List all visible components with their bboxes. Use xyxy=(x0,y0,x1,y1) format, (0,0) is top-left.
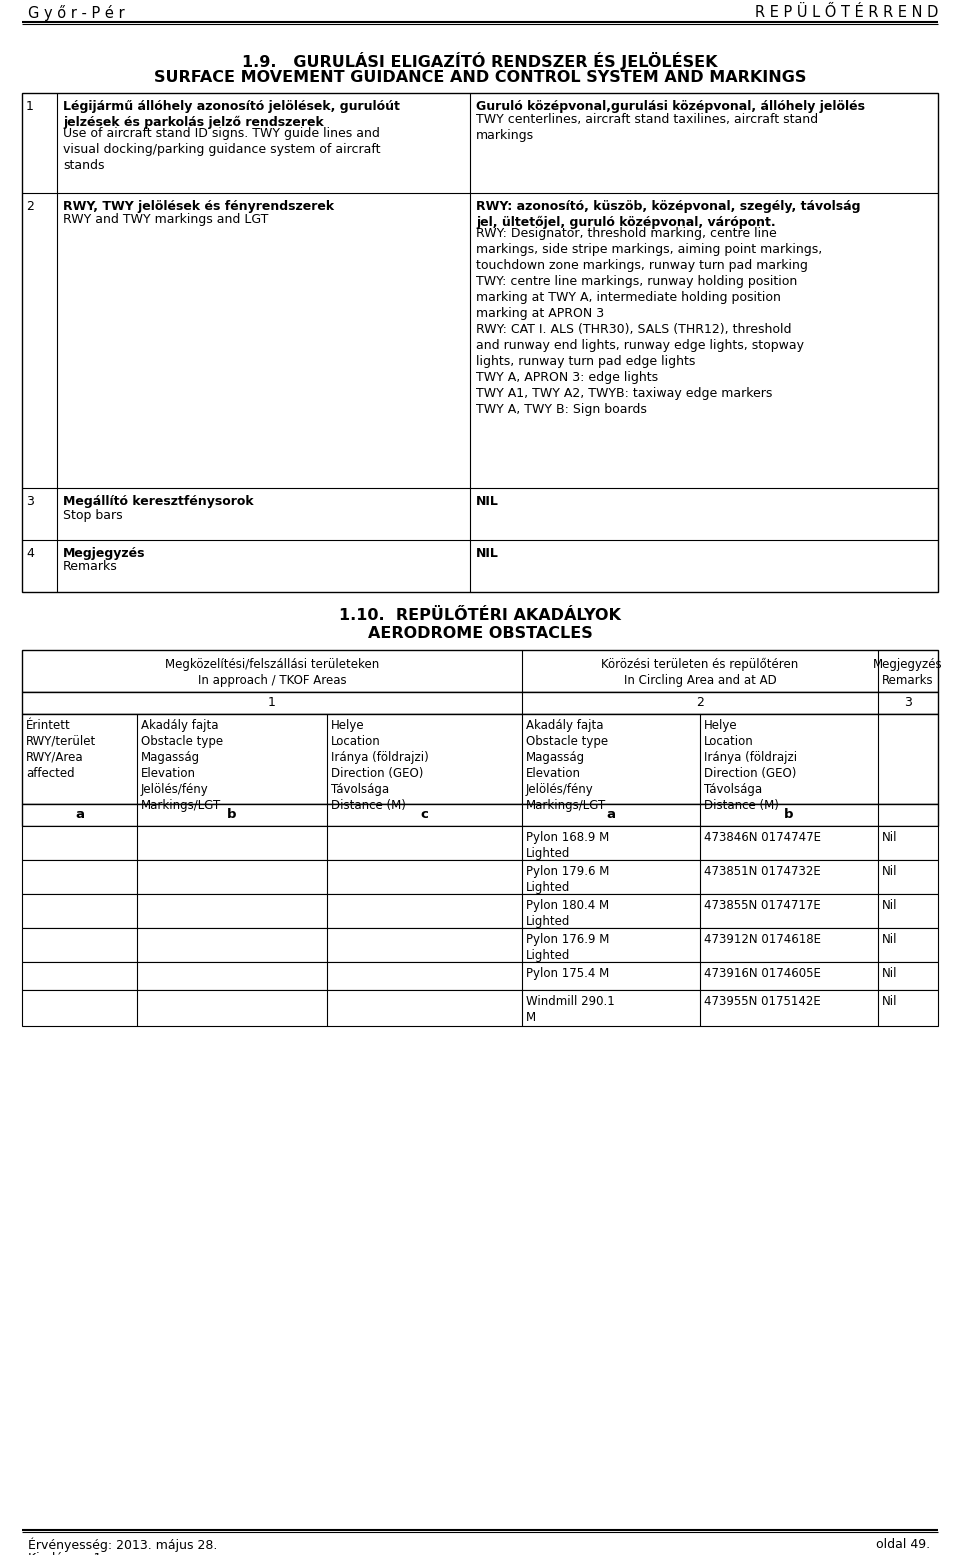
Bar xyxy=(22,804,938,826)
Text: RWY, TWY jelölések és fényrendszerek: RWY, TWY jelölések és fényrendszerek xyxy=(63,201,334,213)
Text: b: b xyxy=(228,809,237,821)
Text: 473916N 0174605E: 473916N 0174605E xyxy=(704,967,821,980)
Text: RWY: Designator, threshold marking, centre line
markings, side stripe markings, : RWY: Designator, threshold marking, cent… xyxy=(476,227,823,417)
Text: Megközelítési/felszállási területeken
In approach / TKOF Areas: Megközelítési/felszállási területeken In… xyxy=(165,658,379,687)
Text: Akadály fajta
Obstacle type
Magasság
Elevation
Jelölés/fény
Markings/LGT: Akadály fajta Obstacle type Magasság Ele… xyxy=(141,718,223,812)
Text: NIL: NIL xyxy=(476,494,499,508)
Text: Windmill 290.1
M: Windmill 290.1 M xyxy=(526,995,614,1025)
Text: 2: 2 xyxy=(696,697,704,709)
Text: RWY: azonosító, küszöb, középvonal, szegély, távolság
jel, ültetőjel, guruló köz: RWY: azonosító, küszöb, középvonal, szeg… xyxy=(476,201,860,229)
Text: a: a xyxy=(75,809,84,821)
Text: Érvényesség: 2013. május 28.: Érvényesség: 2013. május 28. xyxy=(28,1538,217,1552)
Text: 473955N 0175142E: 473955N 0175142E xyxy=(704,995,821,1008)
Text: 1.9.   GURULÁSI ELIGAZÍTÓ RENDSZER ÉS JELÖLÉSEK: 1.9. GURULÁSI ELIGAZÍTÓ RENDSZER ÉS JELÖ… xyxy=(242,51,718,70)
Text: SURFACE MOVEMENT GUIDANCE AND CONTROL SYSTEM AND MARKINGS: SURFACE MOVEMENT GUIDANCE AND CONTROL SY… xyxy=(154,70,806,86)
Text: AERODROME OBSTACLES: AERODROME OBSTACLES xyxy=(368,627,592,641)
Bar xyxy=(22,928,938,963)
Text: Helye
Location
Iránya (földrajzi)
Direction (GEO)
Távolsága
Distance (M): Helye Location Iránya (földrajzi) Direct… xyxy=(331,718,429,812)
Text: b: b xyxy=(784,809,794,821)
Bar xyxy=(22,650,938,692)
Text: Pylon 175.4 M: Pylon 175.4 M xyxy=(526,967,610,980)
Text: Stop bars: Stop bars xyxy=(63,508,123,521)
Text: NIL: NIL xyxy=(476,547,499,560)
Bar xyxy=(22,860,938,894)
Text: Körözési területen és repülőtéren
In Circling Area and at AD: Körözési területen és repülőtéren In Cir… xyxy=(601,658,799,687)
Text: Akadály fajta
Obstacle type
Magasság
Elevation
Jelölés/fény
Markings/LGT: Akadály fajta Obstacle type Magasság Ele… xyxy=(526,718,608,812)
Text: Pylon 179.6 M
Lighted: Pylon 179.6 M Lighted xyxy=(526,865,610,894)
Text: Érintett
RWY/terület
RWY/Area
affected: Érintett RWY/terület RWY/Area affected xyxy=(26,718,96,781)
Text: Guruló középvonal,gurulási középvonal, állóhely jelölés: Guruló középvonal,gurulási középvonal, á… xyxy=(476,100,865,114)
Text: Helye
Location
Iránya (földrajzi
Direction (GEO)
Távolsága
Distance (M): Helye Location Iránya (földrajzi Directi… xyxy=(704,718,797,812)
Text: 1: 1 xyxy=(268,697,276,709)
Text: Use of aircraft stand ID signs. TWY guide lines and
visual docking/parking guida: Use of aircraft stand ID signs. TWY guid… xyxy=(63,128,380,173)
Bar xyxy=(22,692,938,714)
Text: 1: 1 xyxy=(26,100,34,114)
Bar xyxy=(22,714,938,804)
Text: Pylon 180.4 M
Lighted: Pylon 180.4 M Lighted xyxy=(526,899,610,928)
Text: Megjegyzés: Megjegyzés xyxy=(63,547,146,560)
Text: R E P Ü L Ő T É R R E N D: R E P Ü L Ő T É R R E N D xyxy=(755,5,938,20)
Text: RWY and TWY markings and LGT: RWY and TWY markings and LGT xyxy=(63,213,269,227)
Text: Nil: Nil xyxy=(882,995,898,1008)
Bar xyxy=(22,894,938,928)
Text: 473846N 0174747E: 473846N 0174747E xyxy=(704,830,821,844)
Bar xyxy=(22,826,938,860)
Text: 473851N 0174732E: 473851N 0174732E xyxy=(704,865,821,879)
Text: 4: 4 xyxy=(26,547,34,560)
Bar xyxy=(22,963,938,991)
Text: Megjegyzés
Remarks: Megjegyzés Remarks xyxy=(874,658,943,687)
Text: Kiadás      1.: Kiadás 1. xyxy=(28,1552,106,1555)
Text: a: a xyxy=(607,809,615,821)
Text: 473855N 0174717E: 473855N 0174717E xyxy=(704,899,821,911)
Bar xyxy=(22,991,938,1026)
Text: TWY centerlines, aircraft stand taxilines, aircraft stand
markings: TWY centerlines, aircraft stand taxiline… xyxy=(476,114,818,143)
Text: c: c xyxy=(420,809,428,821)
Text: Nil: Nil xyxy=(882,865,898,879)
Text: Remarks: Remarks xyxy=(63,560,118,574)
Text: Nil: Nil xyxy=(882,967,898,980)
Text: Pylon 168.9 M
Lighted: Pylon 168.9 M Lighted xyxy=(526,830,610,860)
Text: Nil: Nil xyxy=(882,899,898,911)
Text: 1.10.  REPÜLŐTÉRI AKADÁLYOK: 1.10. REPÜLŐTÉRI AKADÁLYOK xyxy=(339,608,621,624)
Text: 2: 2 xyxy=(26,201,34,213)
Text: oldal 49.: oldal 49. xyxy=(876,1538,930,1550)
Text: Nil: Nil xyxy=(882,830,898,844)
Text: Nil: Nil xyxy=(882,933,898,945)
Text: G y ő r - P é r: G y ő r - P é r xyxy=(28,5,125,22)
Text: Megállító keresztfénysorok: Megállító keresztfénysorok xyxy=(63,494,253,508)
Text: Légijármű állóhely azonosító jelölések, gurulóút
jelzések és parkolás jelző rend: Légijármű állóhely azonosító jelölések, … xyxy=(63,100,400,129)
Text: Pylon 176.9 M
Lighted: Pylon 176.9 M Lighted xyxy=(526,933,610,963)
Text: 473912N 0174618E: 473912N 0174618E xyxy=(704,933,821,945)
Text: 3: 3 xyxy=(26,494,34,508)
Text: 3: 3 xyxy=(904,697,912,709)
Bar xyxy=(22,93,938,592)
